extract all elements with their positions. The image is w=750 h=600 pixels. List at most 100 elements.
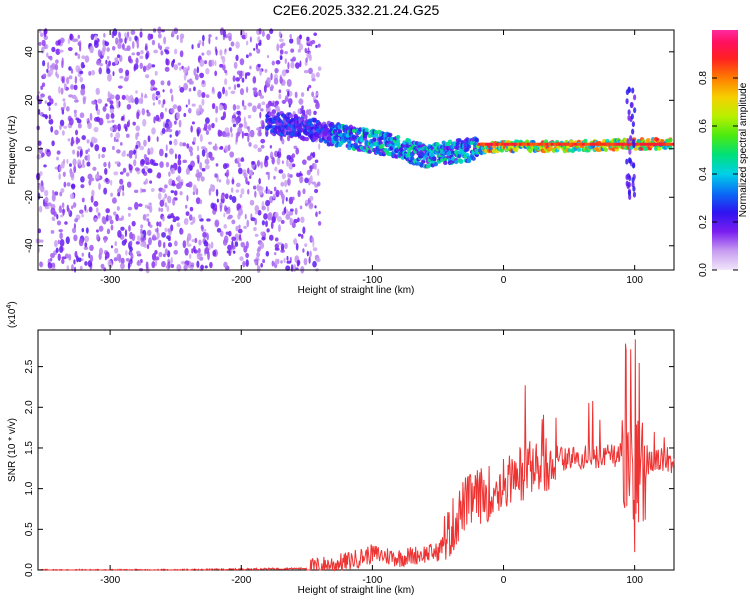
spectrogram-cell <box>364 127 369 133</box>
spectrogram-cell <box>142 65 147 73</box>
spectrogram-cell <box>81 164 86 168</box>
spectrogram-cell <box>511 142 515 146</box>
spectrogram-cell <box>315 211 318 218</box>
spectrogram-cell <box>312 151 316 159</box>
spectrogram-cell <box>471 156 476 161</box>
spectrogram-cell <box>42 113 46 118</box>
spectrogram-cell <box>521 142 525 146</box>
spectrogram-cell <box>110 132 113 138</box>
spectrogram-cell <box>151 261 156 269</box>
spectrogram-cell <box>313 32 317 36</box>
spectrogram-cell <box>204 147 208 153</box>
spectrogram-cell <box>141 168 146 174</box>
spectrogram-cell <box>253 144 258 149</box>
spectrogram-cell <box>120 262 125 270</box>
spectrogram-cell <box>70 84 74 90</box>
spectrogram-cell <box>253 47 256 51</box>
spectrogram-cell <box>103 33 106 38</box>
spectrogram-cell <box>189 165 193 171</box>
spectrogram-cell <box>225 231 229 235</box>
x-tick-label: -100 <box>362 275 382 286</box>
spectrogram-cell <box>222 65 226 71</box>
spectrogram-cell <box>44 196 49 204</box>
spectrogram-cell <box>265 250 270 257</box>
spectrogram-cell <box>183 263 188 272</box>
spectrogram-cell <box>128 95 132 104</box>
spectrogram-cell <box>337 129 343 134</box>
spectrogram-cell <box>171 31 175 38</box>
spectrogram-cell <box>113 136 116 143</box>
spectrogram-cell <box>246 126 249 130</box>
spectrogram-cell <box>101 215 106 224</box>
spectrogram-cell <box>102 39 105 47</box>
spectrogram-cell <box>286 78 292 87</box>
spectrogram-cell <box>498 142 502 146</box>
spectrogram-cell <box>579 142 583 146</box>
spectrogram-cell <box>118 32 122 39</box>
spectrogram-cell <box>457 153 462 159</box>
spectrogram-cell <box>161 127 166 135</box>
spectrogram-cell <box>173 190 178 196</box>
spectrogram-cell <box>241 77 245 83</box>
spectrogram-cell <box>290 117 295 123</box>
spectrogram-cell <box>68 66 72 71</box>
spectrogram-cell <box>527 142 531 146</box>
spectrogram-cell <box>104 167 108 175</box>
spectrogram-cell <box>252 105 257 113</box>
spectrogram-cell <box>56 220 62 226</box>
spectrogram-cell <box>299 60 302 68</box>
spectrogram-cell <box>259 95 265 100</box>
spectrogram-cell <box>230 132 234 138</box>
snr-x-axis-label: Height of straight line (km) <box>298 585 415 596</box>
spectrogram-cell <box>60 87 64 95</box>
y-tick-label: 0.0 <box>24 563 35 577</box>
spectrogram-cell <box>302 226 306 235</box>
spectrogram-cell <box>89 254 94 263</box>
spectrogram-cell <box>91 100 97 105</box>
spectrogram-cell <box>47 102 52 107</box>
spectrogram-cell <box>163 36 167 45</box>
spectrogram-cell <box>281 173 286 180</box>
spectrogram-cell <box>168 120 172 128</box>
spectrogram-cell <box>299 34 302 40</box>
spectrogram-cell <box>514 142 518 146</box>
spectrogram-cell <box>268 111 273 117</box>
spectrogram-cell <box>143 95 148 99</box>
spectrogram-cell <box>66 182 71 187</box>
spectrogram-cell <box>246 72 251 76</box>
spectrogram-cell <box>236 110 241 115</box>
spectrogram-cell <box>75 129 79 136</box>
spectrogram-cell <box>134 167 140 172</box>
spectrogram-cell <box>98 247 103 256</box>
spectrogram-cell <box>41 82 46 87</box>
spectrogram-cell <box>58 229 63 233</box>
spectrogram-cell <box>65 236 70 245</box>
spectrogram-cell <box>55 59 59 64</box>
spectrogram-cell <box>318 143 321 150</box>
spectrogram-cell <box>141 108 146 116</box>
spectrogram-cell <box>631 121 635 128</box>
spectrogram-cell <box>174 240 178 247</box>
spectrogram-cell <box>73 234 78 242</box>
spectrogram-cell <box>96 116 100 123</box>
spectrogram-cell <box>281 138 285 145</box>
spectrogram-cell <box>106 47 110 52</box>
spectrogram-cell <box>81 197 85 203</box>
spectrogram-cell <box>125 69 130 76</box>
spectrogram-cell <box>170 108 175 114</box>
spectrogram-cell <box>548 142 552 146</box>
snr-x-ticks: -300 -200 -100 0 100 <box>100 330 643 586</box>
spectrogram-cell <box>264 68 268 73</box>
spectrogram-cell <box>304 131 310 136</box>
spectrogram-cell <box>154 70 158 76</box>
spectrogram-cell <box>254 233 259 237</box>
spectrogram-cell <box>144 45 148 51</box>
spectrogram-cell <box>79 112 85 119</box>
spectrogram-cell <box>508 142 512 146</box>
spectrogram-cell <box>48 106 51 112</box>
spectrogram-cell <box>198 104 202 109</box>
spectrogram-cell <box>65 106 70 112</box>
spectrogram-cell <box>237 228 243 234</box>
spectrogram-cell <box>192 216 196 224</box>
spectrogram-cell <box>128 164 133 171</box>
